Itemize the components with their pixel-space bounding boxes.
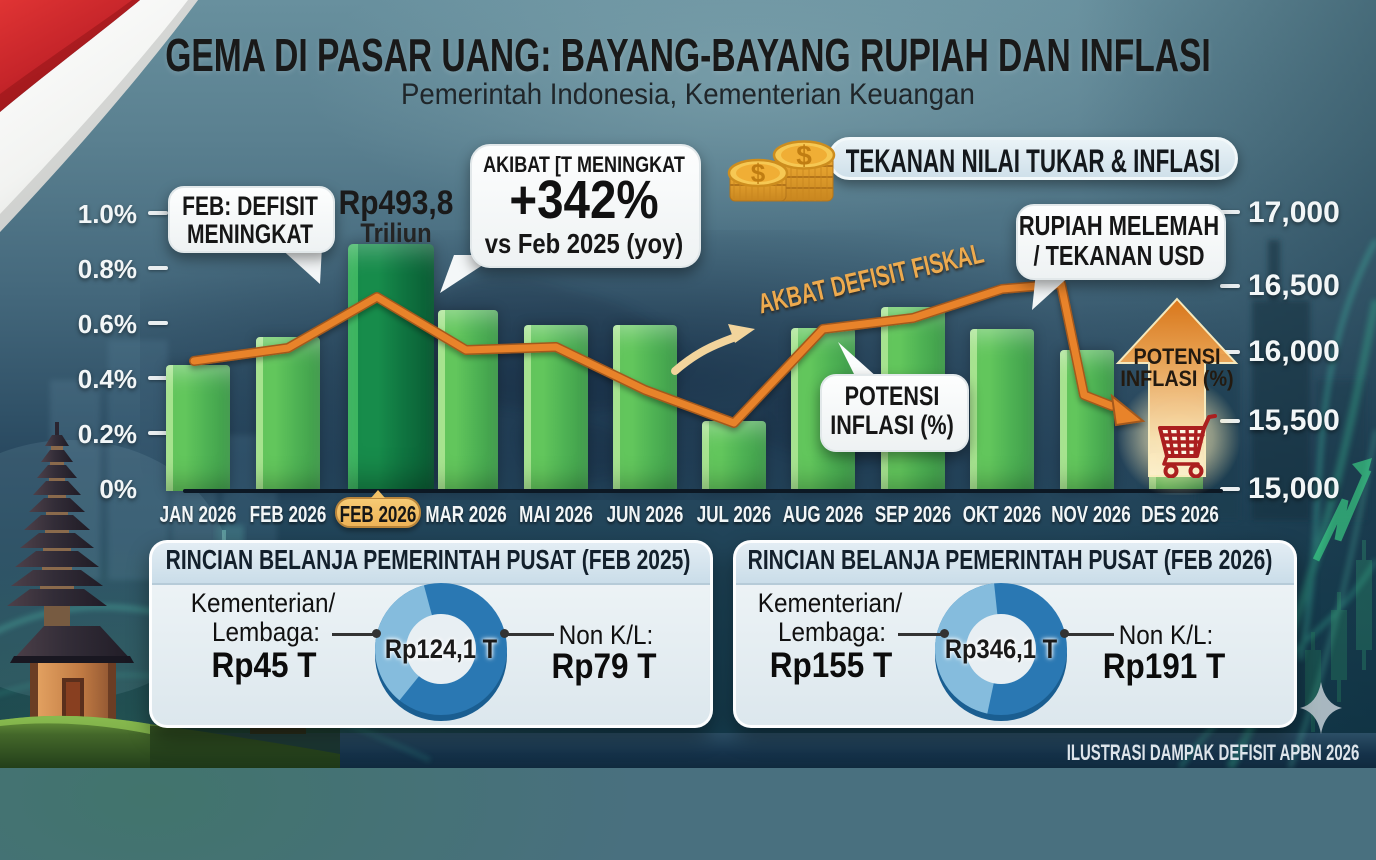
- svg-text:$: $: [796, 140, 812, 171]
- svg-text:$: $: [751, 158, 766, 188]
